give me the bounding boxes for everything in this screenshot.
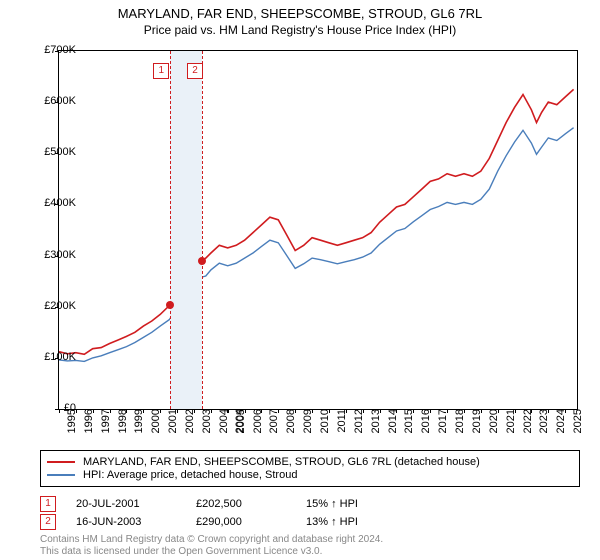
- event-delta: 15% ↑ HPI: [306, 498, 358, 510]
- x-axis-label: 2009: [298, 409, 314, 449]
- x-axis-label: 2002: [180, 409, 196, 449]
- series-maryland: [59, 89, 574, 354]
- title-block: MARYLAND, FAR END, SHEEPSCOMBE, STROUD, …: [0, 0, 600, 37]
- x-axis-label: 2022: [518, 409, 534, 449]
- title-line-2: Price paid vs. HM Land Registry's House …: [0, 23, 600, 37]
- event-dot: [166, 301, 174, 309]
- footer-note: Contains HM Land Registry data © Crown c…: [40, 534, 383, 557]
- series-hpi: [59, 128, 574, 362]
- x-axis-label: 2023: [534, 409, 550, 449]
- event-date: 20-JUL-2001: [76, 498, 196, 510]
- y-axis-label: £500K: [26, 146, 76, 158]
- footer-line-2: This data is licensed under the Open Gov…: [40, 546, 383, 558]
- y-axis-label: £600K: [26, 95, 76, 107]
- legend-text: HPI: Average price, detached house, Stro…: [83, 469, 297, 481]
- event-date: 16-JUN-2003: [76, 516, 196, 528]
- x-axis-label: 2011: [332, 409, 348, 449]
- y-axis-label: £0: [26, 402, 76, 414]
- event-delta: 13% ↑ HPI: [306, 516, 358, 528]
- x-axis-label: 2021: [501, 409, 517, 449]
- x-axis-label: 2013: [366, 409, 382, 449]
- x-axis-label: 2006: [248, 409, 264, 449]
- legend-swatch: [47, 474, 75, 476]
- y-axis-label: £200K: [26, 300, 76, 312]
- event-dot: [198, 257, 206, 265]
- x-axis-label: 2014: [383, 409, 399, 449]
- x-axis-label: 2004: [214, 409, 230, 449]
- x-axis-label: 2025: [568, 409, 584, 449]
- event-marker-icon: 2: [187, 63, 203, 79]
- y-axis-label: £300K: [26, 249, 76, 261]
- highlight-band: [170, 51, 202, 409]
- y-axis-label: £700K: [26, 44, 76, 56]
- x-axis-label: 1999: [129, 409, 145, 449]
- x-axis-label: 2024: [551, 409, 567, 449]
- y-axis-label: £100K: [26, 351, 76, 363]
- legend-swatch: [47, 461, 75, 463]
- chart-container: MARYLAND, FAR END, SHEEPSCOMBE, STROUD, …: [0, 0, 600, 560]
- event-price: £290,000: [196, 516, 306, 528]
- x-axis-label: 2012: [349, 409, 365, 449]
- x-axis-label: 2017: [433, 409, 449, 449]
- footer-line-1: Contains HM Land Registry data © Crown c…: [40, 534, 383, 546]
- event-row: 1 20-JUL-2001 £202,500 15% ↑ HPI: [40, 496, 358, 512]
- event-marker-icon: 1: [40, 496, 56, 512]
- x-axis-label: 1997: [96, 409, 112, 449]
- event-marker-icon: 1: [153, 63, 169, 79]
- x-axis-label: 2001: [163, 409, 179, 449]
- legend-box: MARYLAND, FAR END, SHEEPSCOMBE, STROUD, …: [40, 450, 580, 487]
- event-vline: [170, 51, 171, 409]
- title-line-1: MARYLAND, FAR END, SHEEPSCOMBE, STROUD, …: [0, 6, 600, 21]
- x-axis-label: 1998: [113, 409, 129, 449]
- event-price: £202,500: [196, 498, 306, 510]
- x-axis-label: 2008: [281, 409, 297, 449]
- events-block: 1 20-JUL-2001 £202,500 15% ↑ HPI 2 16-JU…: [40, 494, 358, 532]
- x-axis-label: 2007: [264, 409, 280, 449]
- x-axis-label: 2000: [146, 409, 162, 449]
- legend-item-hpi: HPI: Average price, detached house, Stro…: [47, 469, 573, 481]
- x-axis-label: 2003: [197, 409, 213, 449]
- x-axis-label: 2016: [416, 409, 432, 449]
- x-axis-label: 2018: [450, 409, 466, 449]
- line-svg: [59, 51, 577, 409]
- event-row: 2 16-JUN-2003 £290,000 13% ↑ HPI: [40, 514, 358, 530]
- x-axis-label: 1996: [79, 409, 95, 449]
- x-axis-label: 1995: [62, 409, 78, 449]
- x-axis-label: 2020: [484, 409, 500, 449]
- x-axis-label: 2010: [315, 409, 331, 449]
- legend-text: MARYLAND, FAR END, SHEEPSCOMBE, STROUD, …: [83, 456, 480, 468]
- plot-area: 1995199619971998199920002001200220032004…: [58, 50, 578, 410]
- event-vline: [202, 51, 203, 409]
- event-marker-icon: 2: [40, 514, 56, 530]
- legend-item-maryland: MARYLAND, FAR END, SHEEPSCOMBE, STROUD, …: [47, 456, 573, 468]
- x-axis-label: 2015: [399, 409, 415, 449]
- x-axis-label: 2005: [231, 409, 247, 449]
- x-axis-label: 2019: [467, 409, 483, 449]
- y-axis-label: £400K: [26, 197, 76, 209]
